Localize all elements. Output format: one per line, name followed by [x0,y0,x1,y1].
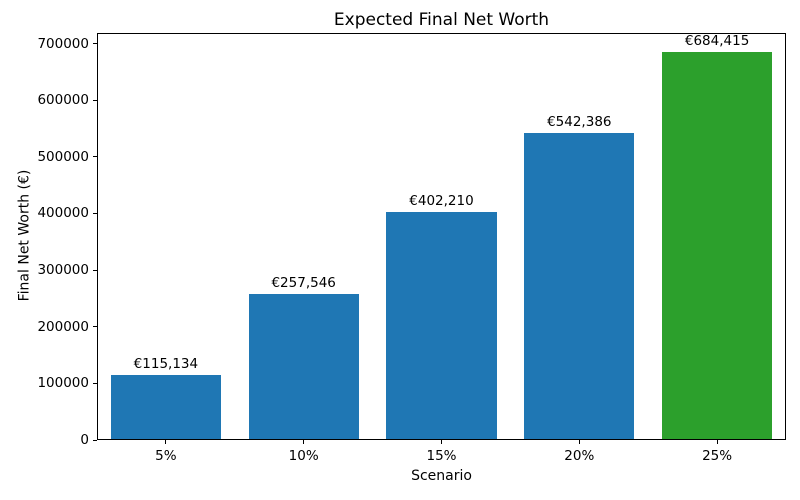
x-tick-mark [165,440,167,444]
bar [661,52,773,440]
y-tick-mark [93,156,97,158]
y-tick-label: 200000 [37,318,89,335]
y-tick-mark [93,43,97,45]
x-tick-label: 10% [288,448,319,464]
x-axis-label: Scenario [411,468,472,484]
x-tick-mark [303,440,305,444]
y-tick-label: 300000 [37,262,89,279]
bar [524,132,635,440]
x-tick-label: 5% [155,448,177,464]
bar [110,374,221,440]
y-tick-label: 700000 [37,35,89,52]
y-tick-mark [93,212,97,214]
y-tick-label: 500000 [37,148,89,165]
y-tick-mark [93,99,97,101]
y-tick-mark [93,269,97,271]
x-tick-mark [441,440,442,444]
x-tick-mark [716,440,718,444]
y-tick-label: 100000 [37,375,89,392]
bar-value-label: €684,415 [684,33,750,50]
y-tick-label: 400000 [37,205,89,222]
bar-value-label: €257,546 [271,275,336,292]
x-tick-mark [578,440,580,444]
bar [248,294,359,440]
y-tick-label: 600000 [37,92,89,109]
bar-value-label: €115,134 [133,355,199,372]
y-tick-mark [93,326,97,328]
bar [386,212,497,440]
bar-value-label: €402,210 [409,193,474,210]
x-tick-label: 25% [702,448,733,464]
x-tick-label: 15% [426,448,457,464]
y-tick-mark [93,382,97,384]
y-tick-mark [93,439,97,441]
bar-value-label: €542,386 [547,113,612,130]
x-tick-label: 20% [564,448,595,464]
y-tick-label: 0 [80,432,89,448]
chart-title: Expected Final Net Worth [333,10,550,30]
